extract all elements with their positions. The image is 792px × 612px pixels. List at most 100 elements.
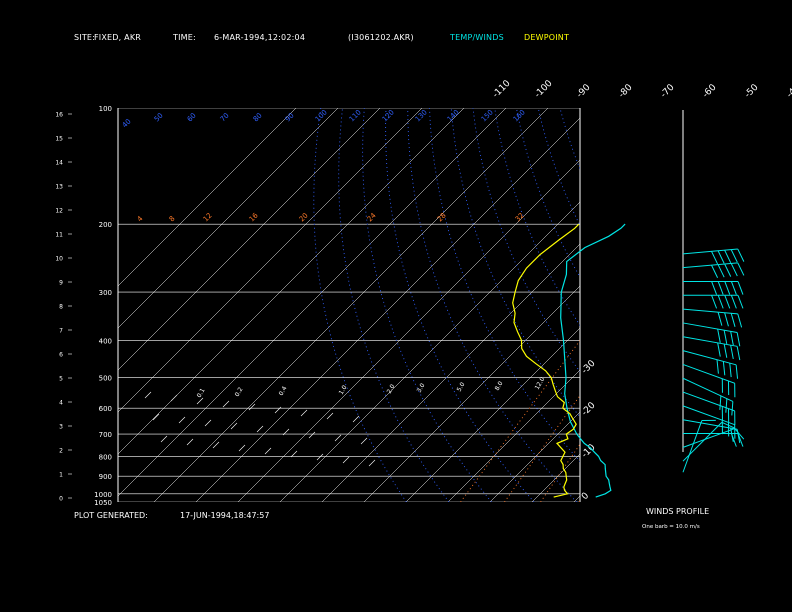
- wind-barb: [682, 428, 745, 448]
- height-label: 14: [55, 160, 63, 167]
- height-label: 2: [59, 448, 63, 455]
- dry-adiabat: [777, 108, 792, 502]
- moist-adiabat-label: 3.0: [416, 382, 427, 394]
- mixing-ratio-line: [579, 500, 580, 502]
- isotherm-line: [784, 108, 792, 502]
- isotherm-line: [321, 243, 580, 502]
- moist-adiabat-tick: [178, 416, 186, 424]
- pressure-label: 1050: [94, 499, 112, 507]
- moist-adiabat-tick: [368, 459, 376, 467]
- isotherm-line: [118, 108, 465, 455]
- dry-adiabat-label: 130: [414, 108, 429, 123]
- moist-adiabat-tick: [204, 419, 212, 427]
- isotherm-label: -110: [491, 78, 513, 100]
- dry-adiabat: [559, 108, 580, 170]
- mixing-ratio-line: [705, 292, 792, 502]
- moist-adiabat-tick: [152, 413, 160, 421]
- time-label: TIME:: [173, 33, 196, 42]
- moist-adiabat-tick: [300, 409, 308, 417]
- isotherm-line: [118, 108, 339, 329]
- isotherm-line: [118, 108, 507, 497]
- wind-barb: [682, 363, 736, 398]
- wind-barb: [683, 433, 744, 447]
- height-label: 5: [59, 376, 63, 383]
- dry-adiabat: [647, 108, 792, 502]
- isotherm-label: -80: [617, 82, 635, 100]
- mixing-ratio-label: 12: [202, 211, 214, 223]
- dry-adiabat: [537, 108, 580, 227]
- isotherm-label: -70: [659, 82, 677, 100]
- height-label: 0: [59, 496, 63, 503]
- isotherm-label: -10: [580, 442, 598, 460]
- moist-adiabat-tick: [238, 444, 246, 452]
- dry-adiabat-label: 160: [512, 108, 527, 123]
- moist-adiabat-label: 1.0: [338, 384, 349, 396]
- isotherm-line: [531, 453, 580, 502]
- isotherm-line: [447, 369, 580, 502]
- dry-adiabat: [734, 108, 792, 502]
- height-label: 3: [59, 424, 63, 431]
- plot-generated-label: PLOT GENERATED:: [74, 511, 148, 520]
- dry-adiabat: [494, 108, 580, 327]
- time-value: 6-MAR-1994,12:02:04: [214, 33, 306, 42]
- dry-adiabat: [385, 108, 535, 502]
- moist-adiabat-label: 12.0: [534, 376, 547, 391]
- moist-adiabat-label: 0.4: [278, 385, 289, 397]
- isotherm-line: [616, 108, 792, 502]
- isotherm-label: -40: [785, 82, 792, 100]
- dry-adiabat-label: 80: [252, 111, 264, 123]
- pressure-label: 900: [99, 473, 112, 481]
- moist-adiabat-tick: [274, 406, 282, 414]
- mixing-ratio-label: 28: [436, 211, 448, 223]
- pressure-label: 700: [99, 431, 112, 439]
- isotherm-line: [489, 411, 580, 502]
- pressure-label: 200: [99, 221, 112, 229]
- pressure-label: 600: [99, 405, 112, 413]
- dry-adiabat: [429, 108, 580, 463]
- dry-adiabat-label: 100: [314, 108, 329, 123]
- moist-adiabat-tick: [222, 400, 230, 408]
- moist-adiabat-tick: [186, 438, 194, 446]
- dry-adiabat: [712, 108, 792, 502]
- isotherm-line: [153, 108, 549, 502]
- wind-barb: [683, 280, 744, 295]
- moist-adiabat-tick: [352, 415, 360, 423]
- dry-adiabat-label: 120: [381, 108, 396, 123]
- dry-adiabat: [582, 108, 792, 502]
- temperature-series: [560, 223, 626, 498]
- height-label: 15: [55, 136, 63, 143]
- mixing-ratio-label: 16: [248, 211, 260, 223]
- legend-temp-winds: TEMP/WINDS: [450, 33, 504, 42]
- isotherm-line: [658, 108, 792, 502]
- height-label: 10: [55, 256, 63, 263]
- dry-adiabat-label: 70: [219, 111, 231, 123]
- moist-adiabat-tick: [308, 431, 316, 439]
- dry-adiabat-label: 40: [121, 117, 133, 129]
- wind-barb: [682, 350, 739, 379]
- height-label: 7: [59, 328, 63, 335]
- isotherm-line: [279, 201, 580, 502]
- pressure-label: 800: [99, 453, 112, 461]
- dry-adiabat-label: 110: [348, 108, 363, 123]
- moist-adiabat-tick: [290, 450, 298, 458]
- isotherm-line: [118, 108, 297, 287]
- height-label: 8: [59, 304, 63, 311]
- moist-adiabat-tick: [342, 456, 350, 464]
- wind-profile-note: One barb = 10.0 m/s: [642, 524, 700, 530]
- wind-barb: [682, 248, 745, 265]
- moist-adiabat-tick: [160, 435, 168, 443]
- plot-generated-value: 17-JUN-1994,18:47:57: [180, 511, 270, 520]
- isotherm-label: -30: [580, 358, 598, 376]
- dry-adiabat: [625, 108, 792, 502]
- mixing-ratio-line: [694, 292, 792, 502]
- site-value: FIXED, AKR: [94, 33, 142, 42]
- mixing-ratio-line: [460, 339, 580, 502]
- isotherm-line: [195, 117, 580, 502]
- moist-adiabat-label: 5.0: [456, 381, 467, 393]
- moist-adiabat-tick: [170, 394, 178, 402]
- isotherm-label: -100: [533, 78, 555, 100]
- wind-barb: [683, 294, 744, 309]
- wind-barb: [682, 322, 741, 347]
- wind-barb: [682, 405, 736, 439]
- moist-adiabat-tick: [212, 441, 220, 449]
